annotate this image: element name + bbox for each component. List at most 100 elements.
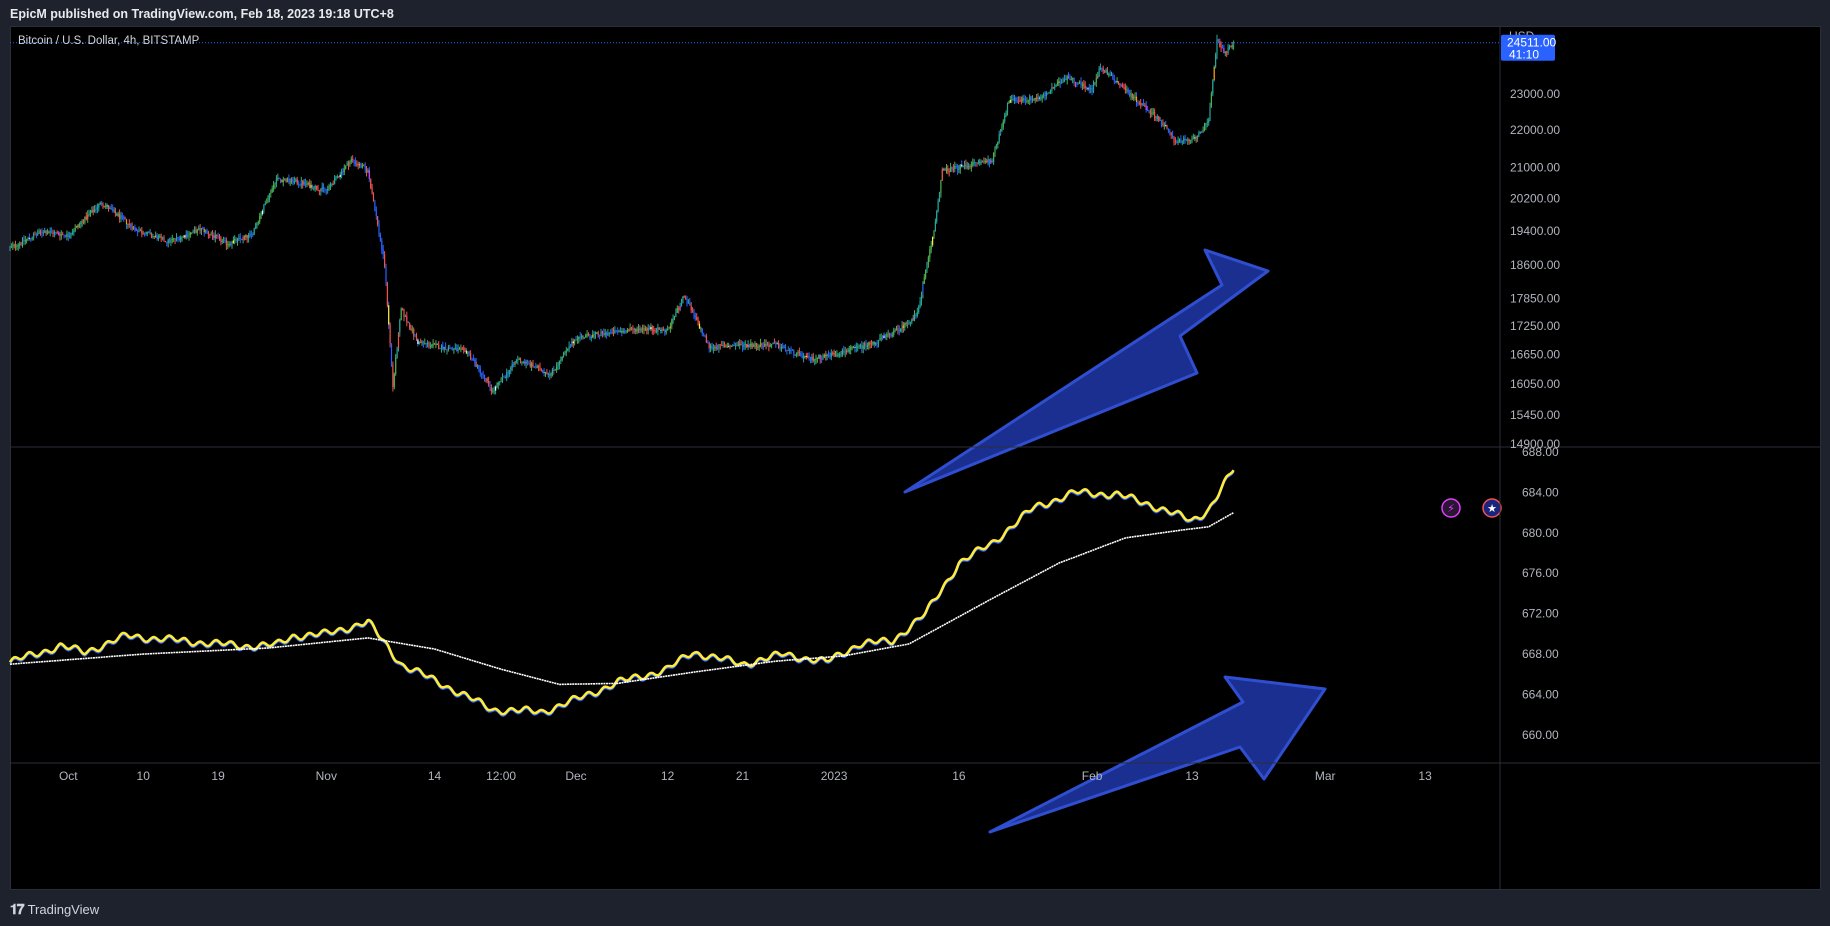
candle — [800, 351, 802, 357]
price-tick-label: 16650.00 — [1510, 348, 1560, 362]
candle — [436, 343, 438, 345]
candle — [273, 180, 275, 192]
oscillator-tick-label: 664.00 — [1522, 688, 1559, 702]
candle — [296, 176, 298, 186]
candle — [30, 237, 32, 242]
candle — [529, 359, 531, 368]
candle — [622, 328, 624, 334]
candle — [316, 185, 318, 191]
candle — [192, 229, 194, 234]
time-tick-label: 10 — [137, 769, 151, 783]
candle — [590, 335, 592, 342]
candle — [952, 164, 954, 173]
candle — [1124, 83, 1126, 94]
candle — [230, 241, 232, 247]
candle — [585, 333, 587, 338]
candle — [21, 237, 24, 248]
candle — [919, 297, 921, 309]
candle — [694, 312, 696, 321]
last-price-countdown: 41:10 — [1509, 48, 1539, 62]
candle — [264, 200, 266, 206]
candle — [261, 209, 264, 216]
candle — [682, 296, 684, 304]
candle — [841, 348, 843, 357]
candle — [761, 342, 763, 349]
candle — [385, 263, 387, 287]
candle — [483, 374, 486, 382]
candle — [1108, 72, 1110, 78]
candle — [359, 161, 361, 169]
candle — [725, 344, 727, 348]
candle — [716, 344, 719, 351]
candle — [1066, 74, 1068, 85]
candle — [442, 341, 444, 351]
candle — [556, 362, 558, 373]
candle — [521, 361, 523, 366]
candle — [292, 177, 294, 186]
candle — [1215, 52, 1217, 69]
candle — [1113, 74, 1115, 85]
candle — [445, 342, 447, 351]
candle — [531, 361, 533, 371]
brand-name[interactable]: TradingView — [27, 901, 100, 917]
candle — [178, 235, 180, 242]
candle — [822, 353, 824, 361]
candle — [1117, 81, 1120, 85]
candle — [883, 332, 885, 339]
candle — [524, 358, 526, 367]
candle — [779, 343, 781, 351]
candle — [528, 360, 530, 365]
candle — [267, 195, 269, 203]
candle — [275, 175, 277, 188]
candle — [168, 237, 171, 244]
candle — [1116, 77, 1118, 84]
candle — [334, 175, 336, 185]
candle — [560, 356, 562, 364]
candle — [13, 243, 15, 249]
candle — [173, 237, 175, 243]
candle — [1231, 42, 1233, 50]
candle — [1194, 134, 1196, 142]
candle — [1217, 38, 1219, 44]
candle — [1044, 91, 1046, 101]
tradingview-logo-icon[interactable]: 𝟏𝟕 — [10, 900, 25, 917]
candle — [612, 327, 615, 337]
candle — [1054, 83, 1056, 91]
candle — [1115, 80, 1117, 84]
chart-frame[interactable] — [10, 26, 1821, 890]
candle — [539, 362, 541, 371]
candle — [1005, 110, 1007, 118]
candle — [235, 237, 237, 243]
candle — [743, 341, 745, 351]
candle — [642, 324, 644, 334]
candle — [700, 326, 702, 333]
candle — [33, 232, 35, 241]
candle — [328, 183, 330, 191]
candle — [381, 237, 383, 254]
candle — [840, 351, 842, 358]
candle — [1138, 100, 1140, 106]
candle — [454, 343, 456, 350]
candle — [970, 161, 972, 172]
candle — [668, 326, 670, 330]
candle — [1098, 66, 1100, 78]
candle — [1169, 129, 1171, 136]
candle — [1092, 80, 1095, 94]
candle — [67, 231, 69, 242]
candle — [1119, 83, 1121, 89]
symbol-title[interactable]: Bitcoin / U.S. Dollar, 4h, BITSTAMP — [18, 35, 200, 47]
candle — [1041, 94, 1043, 103]
candle — [740, 340, 742, 346]
candle — [957, 164, 959, 175]
candle — [787, 346, 789, 351]
candle — [182, 235, 184, 238]
candle — [19, 241, 21, 249]
candle — [281, 179, 283, 183]
candle — [629, 323, 631, 332]
candle — [1172, 130, 1174, 139]
candle — [1147, 105, 1149, 112]
candle — [73, 228, 75, 236]
candle — [438, 341, 440, 350]
candle — [762, 341, 764, 351]
